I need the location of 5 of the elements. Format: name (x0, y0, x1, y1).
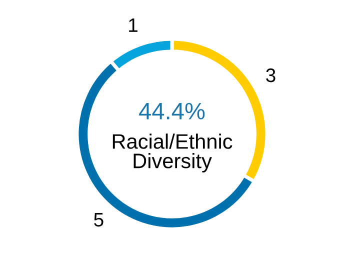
text: 44.4% (139, 102, 205, 120)
data-label: 5 (94, 213, 104, 227)
text: Racial/Ethnic Diversity (112, 134, 232, 172)
data-label: 1 (129, 18, 138, 32)
data-label: 3 (266, 68, 276, 82)
